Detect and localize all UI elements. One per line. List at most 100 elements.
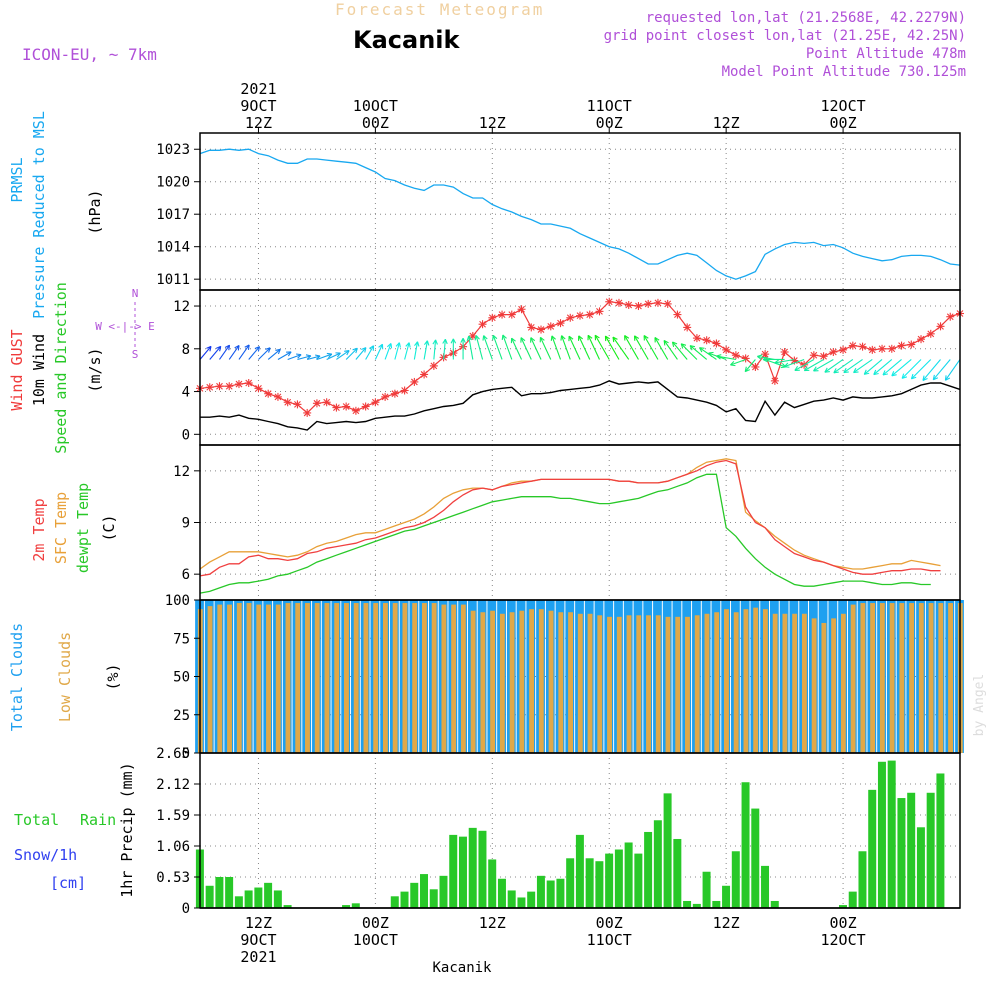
- wind-direction-arrow: [587, 334, 600, 360]
- rain-bar: [536, 875, 545, 908]
- arrow-head: [315, 354, 321, 357]
- arrow-shaft: [209, 346, 222, 360]
- arrow-shaft: [794, 359, 815, 371]
- gust-marker-d2: [713, 340, 720, 347]
- rain-bar: [556, 878, 565, 908]
- gust-marker-d2: [839, 346, 847, 354]
- precip-tick-label: 0: [182, 901, 190, 917]
- gust-point: [770, 376, 779, 385]
- arrow-head: [452, 338, 457, 344]
- low-cloud-bar: [811, 618, 817, 753]
- gust-point: [576, 311, 584, 320]
- arrow-head: [911, 376, 917, 380]
- sfc-temp-label: SFC Temp: [52, 492, 70, 564]
- gust-marker-d2: [878, 345, 886, 353]
- rain-bar: [585, 858, 594, 908]
- gust-marker-d2: [498, 311, 506, 318]
- rain-bar: [848, 891, 857, 908]
- arrow-shaft: [833, 359, 854, 374]
- pressure-tick-label: 1023: [156, 142, 190, 158]
- arrow-head: [265, 347, 271, 350]
- low-cloud-bar: [490, 610, 496, 753]
- arrow-shaft: [365, 345, 375, 360]
- arrow-head: [492, 334, 498, 340]
- arrow-head: [206, 345, 212, 349]
- bottom-time-label: 00Z: [830, 914, 857, 932]
- wind-direction-arrow: [365, 345, 375, 360]
- gust-marker-d2: [674, 311, 681, 318]
- gust-point: [420, 370, 429, 379]
- gust-point: [702, 336, 711, 345]
- gust-point: [653, 298, 662, 307]
- bottom-time-label: 11OCT: [587, 931, 632, 949]
- wind-direction-arrow: [450, 338, 457, 360]
- arrow-shaft: [561, 335, 571, 360]
- gust-marker-d2: [313, 399, 321, 407]
- arrow-head: [716, 355, 721, 360]
- arrow-head: [853, 367, 857, 373]
- low-cloud-bar: [558, 612, 564, 753]
- gust-marker-d2: [303, 409, 311, 417]
- arrow-head: [390, 343, 393, 349]
- low-cloud-bar: [431, 603, 437, 753]
- arrow-head: [502, 334, 507, 339]
- low-clouds-label: Low Clouds: [56, 632, 74, 722]
- gust-marker-d2: [206, 383, 214, 391]
- low-cloud-bar: [236, 603, 242, 753]
- low-cloud-bar: [665, 616, 671, 753]
- wind-direction-arrow: [833, 359, 854, 374]
- gust-marker-d2: [927, 330, 935, 338]
- arrow-shaft: [922, 359, 941, 381]
- gust-point: [566, 313, 575, 322]
- low-cloud-bar: [597, 615, 603, 753]
- arrow-head: [466, 335, 470, 341]
- wind-direction-arrow: [539, 336, 552, 360]
- gust-marker-d2: [722, 346, 730, 354]
- wind-direction-arrow: [699, 347, 717, 360]
- gust-marker-d2: [508, 311, 516, 318]
- wind-direction-arrow: [612, 336, 630, 360]
- arrow-head: [228, 345, 231, 351]
- arrow-shaft: [307, 355, 321, 361]
- location-title: Kacanik: [353, 26, 460, 54]
- arrow-head: [784, 362, 789, 368]
- arrow-head: [530, 337, 536, 342]
- arrow-head: [364, 347, 367, 353]
- rain-bar: [527, 891, 536, 908]
- low-cloud-bar: [801, 613, 807, 753]
- temp-line-2: [199, 473, 931, 594]
- gust-point: [751, 362, 760, 371]
- rain-bar: [605, 853, 614, 908]
- gust-marker-d2: [537, 326, 545, 333]
- rain-bar: [722, 885, 731, 908]
- gust-marker-d2: [527, 324, 535, 331]
- arrow-head: [551, 335, 556, 340]
- wind-direction-arrow: [510, 337, 523, 360]
- dewpt-label: dewpt Temp: [74, 483, 92, 573]
- arrow-head: [423, 340, 428, 346]
- arrow-shaft: [443, 339, 446, 360]
- arrow-head: [933, 377, 939, 381]
- arrow-head: [511, 337, 516, 342]
- arrow-head: [450, 338, 454, 344]
- arrow-shaft: [680, 343, 698, 360]
- arrow-head: [432, 339, 437, 345]
- precip-unit: 1hr Precip (mm): [118, 762, 136, 897]
- low-cloud-bar: [217, 604, 223, 753]
- gust-point: [254, 384, 263, 393]
- gust-marker-d2: [216, 382, 223, 390]
- gust-marker-d2: [576, 312, 584, 320]
- arrow-head: [716, 354, 722, 357]
- arrow-head: [708, 351, 714, 354]
- low-cloud-bar: [724, 609, 729, 753]
- rain-bar: [273, 890, 282, 908]
- wind-direction-arrow: [663, 339, 678, 360]
- wind-direction-arrow: [604, 335, 620, 360]
- low-cloud-bar: [899, 603, 905, 753]
- top-time-label: 12OCT: [820, 97, 865, 115]
- rain-bar: [264, 882, 273, 908]
- low-cloud-bar: [451, 604, 457, 753]
- rain-bar: [916, 827, 925, 908]
- arrow-shaft: [475, 335, 484, 360]
